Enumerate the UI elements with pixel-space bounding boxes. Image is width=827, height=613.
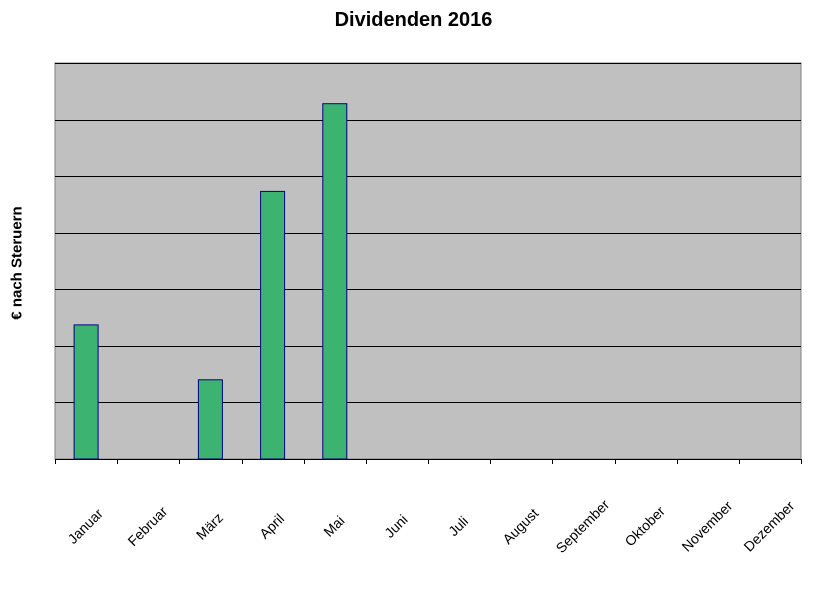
plot-area <box>54 62 802 460</box>
bar-januar <box>73 324 99 460</box>
x-tick-label: August <box>499 505 541 547</box>
x-tick-label: Mai <box>320 512 347 539</box>
x-tick-label: Oktober <box>621 503 668 550</box>
x-tick-label: Dezember <box>740 497 797 554</box>
chart-title: Dividenden 2016 <box>334 9 493 31</box>
gridlines <box>55 63 801 403</box>
bars <box>73 103 348 460</box>
x-tick-label: Januar <box>64 505 106 547</box>
bar-mai <box>322 103 348 460</box>
x-tick-label: April <box>256 511 287 542</box>
bar-märz <box>197 379 223 460</box>
x-tick-label: Februar <box>124 503 170 549</box>
x-tick-label: Juli <box>445 513 471 539</box>
bar-april <box>260 190 286 460</box>
x-tick-label: September <box>553 496 613 556</box>
x-tick-labels: Januar Februar März April Mai Juni Juli August S… <box>64 496 797 556</box>
x-tick-label: März <box>193 509 226 542</box>
x-tick-label: November <box>678 497 735 554</box>
x-ticks <box>55 459 802 464</box>
x-tick-label: Juni <box>381 511 410 540</box>
